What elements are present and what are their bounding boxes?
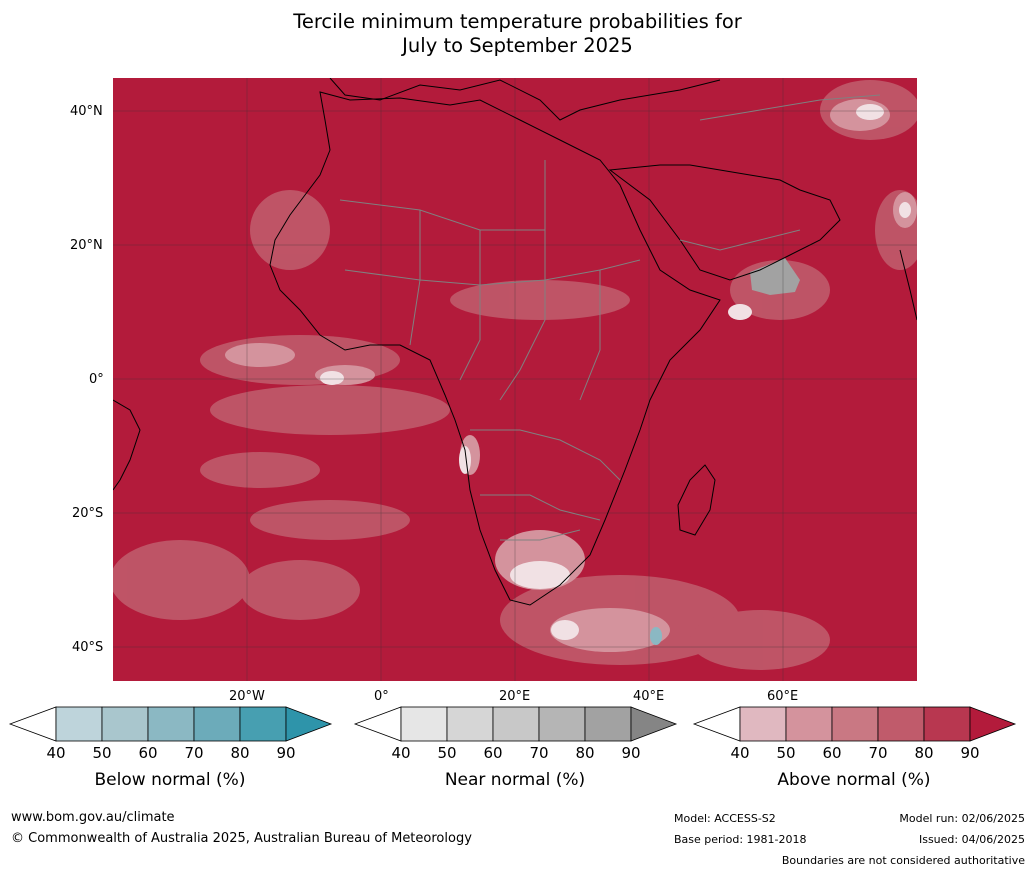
above-tick-70: 70 <box>868 744 888 762</box>
below-tick-40: 40 <box>46 744 66 762</box>
above-tick-60: 60 <box>822 744 842 762</box>
lat-label-0: 0° <box>89 372 104 387</box>
colorbar-above-seg-4 <box>877 706 925 742</box>
colorbar-near <box>353 706 678 742</box>
near-normal-patch <box>750 258 800 295</box>
india-coastline <box>899 249 917 321</box>
model-text: Model: ACCESS-S2 <box>674 812 776 825</box>
lon-label-0: 0° <box>374 689 389 704</box>
africa-coastline <box>269 91 721 606</box>
title-line-2: July to September 2025 <box>402 34 633 57</box>
lon-label-40e: 40°E <box>633 689 665 704</box>
madagascar-coastline <box>677 464 716 536</box>
colorbar-near-seg-1 <box>400 706 448 742</box>
colorbar-near-seg-4 <box>538 706 586 742</box>
lon-label-60e: 60°E <box>767 689 799 704</box>
copyright-text: © Commonwealth of Australia 2025, Austra… <box>11 831 472 846</box>
near-tick-50: 50 <box>437 744 457 762</box>
colorbar-near-seg-2 <box>446 706 494 742</box>
map-title: Tercile minimum temperature probabilitie… <box>0 10 1035 58</box>
near-tick-60: 60 <box>483 744 503 762</box>
lon-label-20w: 20°W <box>229 689 265 704</box>
arabia-coastline <box>608 164 841 281</box>
colorbar-near-low-tri <box>353 706 402 742</box>
above-title: Above normal (%) <box>777 770 931 790</box>
colorbar-above <box>692 706 1017 742</box>
colorbar-below <box>8 706 333 742</box>
colorbar-below-seg-2 <box>101 706 149 742</box>
colorbar-near-high-tri <box>630 706 678 742</box>
title-line-1: Tercile minimum temperature probabilitie… <box>293 10 742 33</box>
near-tick-40: 40 <box>391 744 411 762</box>
lat-label-20n: 20°N <box>70 238 103 253</box>
europe-coastline <box>329 78 721 121</box>
colorbar-above-seg-1 <box>739 706 787 742</box>
south-america-coastline <box>113 399 141 491</box>
near-tick-80: 80 <box>575 744 595 762</box>
near-tick-90: 90 <box>621 744 641 762</box>
lat-label-40s: 40°S <box>72 640 104 655</box>
below-normal-patch <box>650 627 662 645</box>
issued-text: Issued: 04/06/2025 <box>918 833 1025 846</box>
colorbar-above-seg-2 <box>785 706 833 742</box>
colorbar-below-seg-4 <box>193 706 241 742</box>
website-link[interactable]: www.bom.gov.au/climate <box>11 810 175 825</box>
colorbar-below-high-tri <box>285 706 333 742</box>
above-tick-90: 90 <box>960 744 980 762</box>
below-tick-50: 50 <box>92 744 112 762</box>
above-tick-50: 50 <box>776 744 796 762</box>
colorbar-below-seg-5 <box>239 706 287 742</box>
graticule <box>113 78 917 681</box>
below-tick-60: 60 <box>138 744 158 762</box>
colorbar-above-seg-5 <box>923 706 971 742</box>
disclaimer-text: Boundaries are not considered authoritat… <box>781 854 1025 867</box>
below-title: Below normal (%) <box>94 770 246 790</box>
lat-label-40n: 40°N <box>70 104 103 119</box>
country-borders <box>339 94 881 541</box>
above-tick-80: 80 <box>914 744 934 762</box>
lon-label-20e: 20°E <box>499 689 531 704</box>
near-tick-70: 70 <box>529 744 549 762</box>
colorbar-above-high-tri <box>969 706 1017 742</box>
colorbar-near-seg-5 <box>584 706 632 742</box>
below-tick-70: 70 <box>184 744 204 762</box>
below-tick-90: 90 <box>276 744 296 762</box>
colorbar-below-seg-1 <box>55 706 103 742</box>
probability-field-palest <box>320 104 911 640</box>
lat-label-20s: 20°S <box>72 506 104 521</box>
colorbar-near-seg-3 <box>492 706 540 742</box>
model-run-text: Model run: 02/06/2025 <box>899 812 1025 825</box>
base-period-text: Base period: 1981-2018 <box>674 833 807 846</box>
colorbar-below-seg-3 <box>147 706 195 742</box>
near-title: Near normal (%) <box>444 770 586 790</box>
above-tick-40: 40 <box>730 744 750 762</box>
colorbar-above-seg-3 <box>831 706 879 742</box>
colorbar-above-low-tri <box>692 706 741 742</box>
colorbar-below-low-tri <box>8 706 57 742</box>
below-tick-80: 80 <box>230 744 250 762</box>
